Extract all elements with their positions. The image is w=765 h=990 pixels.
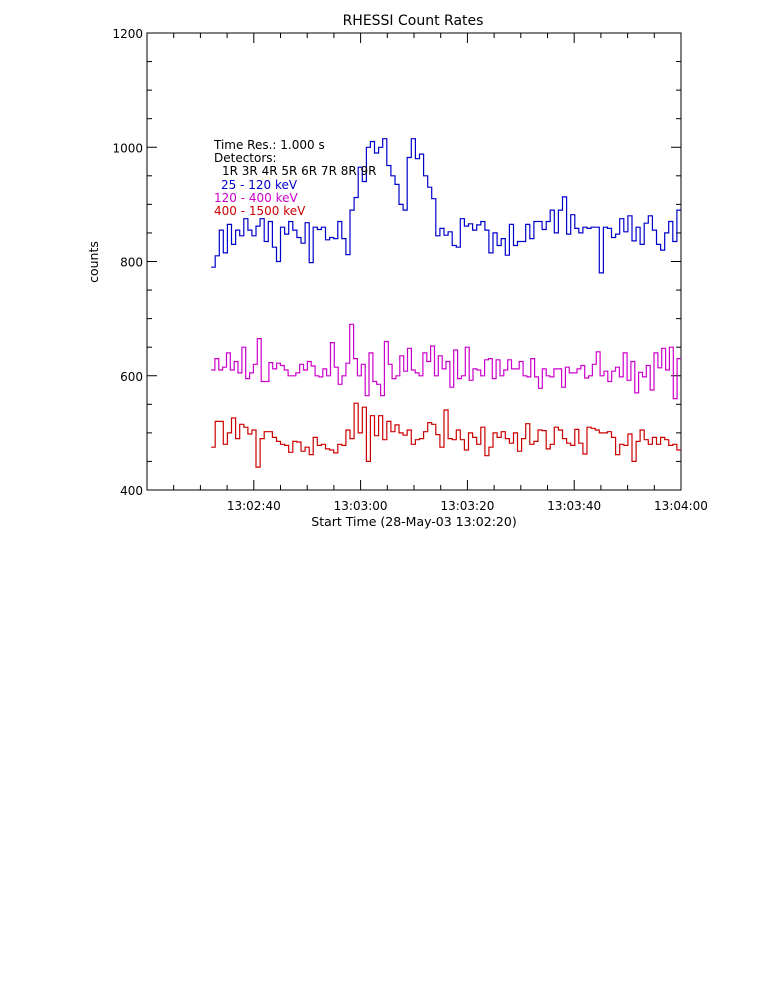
y-tick-label: 1000 [112,141,143,155]
detectors-list: 1R 3R 4R 5R 6R 7R 8R 9R [222,164,376,178]
time-resolution-label: Time Res.: 1.000 s [213,138,325,152]
series-group [211,138,681,468]
legend-series-1: 25 - 120 keV [221,178,298,192]
x-tick-label: 13:03:40 [547,499,601,513]
series-line-1 [211,138,681,274]
y-tick-label: 1200 [112,27,143,41]
y-tick-label: 400 [120,484,143,498]
y-axis: 400 600 800 1000 1200 [112,27,681,498]
x-axis-label: Start Time (28-May-03 13:02:20) [311,514,516,529]
y-tick-label: 600 [120,370,143,384]
series-line-2 [211,323,681,400]
y-tick-label: 800 [120,256,143,270]
x-tick-label: 13:03:20 [440,499,494,513]
x-tick-label: 13:03:00 [334,499,388,513]
legend-series-3: 400 - 1500 keV [214,204,306,218]
chart-title: RHESSI Count Rates [343,13,484,29]
x-tick-label: 13:04:00 [654,499,708,513]
plot-frame [146,32,682,491]
annotation-block: Time Res.: 1.000 s Detectors: 1R 3R 4R 5… [213,138,376,218]
y-axis-label: counts [86,241,101,283]
detectors-label: Detectors: [214,151,277,165]
x-axis: 13:02:40 13:03:00 13:03:20 13:03:40 13:04:00 [173,33,708,513]
series-line-3 [211,402,681,468]
legend-series-2: 120 - 400 keV [214,191,298,205]
x-tick-label: 13:02:40 [227,499,281,513]
